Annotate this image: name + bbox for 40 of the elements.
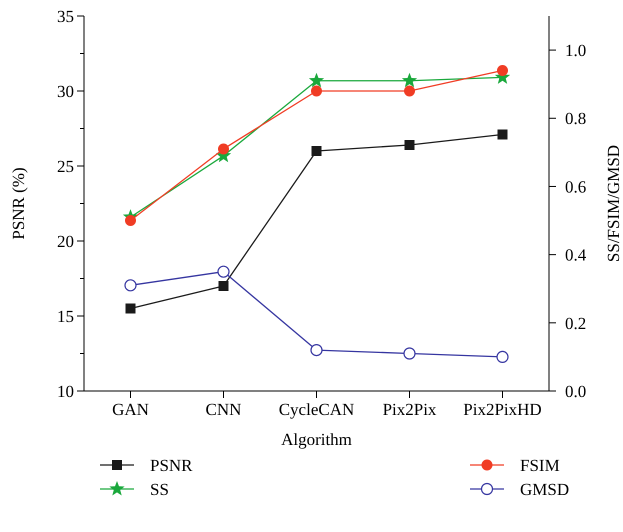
y-tick-label: 10 (57, 382, 74, 401)
x-tick-label: GAN (112, 400, 149, 419)
point (218, 281, 228, 291)
point (404, 140, 414, 150)
point (497, 65, 508, 76)
point (498, 130, 508, 140)
y2-tick-label: 0.2 (565, 314, 586, 333)
legend-label: FSIM (520, 456, 560, 475)
x-tick-label: Pix2Pix (382, 400, 437, 419)
x-tick-label: Pix2PixHD (463, 400, 542, 419)
y-tick-label: 20 (57, 232, 74, 251)
point (217, 266, 230, 278)
point (310, 344, 323, 356)
y2-tick-label: 1.0 (565, 41, 586, 60)
y-tick-label: 30 (57, 82, 74, 101)
point (496, 350, 509, 364)
y2-tick-label: 0.6 (565, 177, 586, 196)
legend-label: SS (150, 480, 169, 499)
legend-label: PSNR (150, 456, 194, 475)
y2-axis-title: SS/FSIM/GMSD (604, 144, 623, 262)
y2-tick-label: 0.0 (565, 382, 586, 401)
point (403, 347, 416, 360)
y2-tick-label: 0.8 (565, 109, 586, 128)
legend-label: GMSD (520, 480, 570, 499)
y-tick-label: 15 (57, 306, 74, 326)
point (218, 143, 229, 154)
point (126, 304, 136, 314)
y-tick-label: 35 (57, 6, 74, 26)
point (404, 86, 415, 96)
y2-tick-label: 0.4 (565, 246, 587, 265)
point (311, 86, 322, 96)
point (124, 279, 137, 292)
point (308, 72, 324, 88)
y-axis-title: PSNR (%) (9, 167, 28, 240)
x-tick-label: CycleCAN (278, 400, 354, 419)
point (312, 146, 322, 156)
point (402, 72, 418, 88)
y-tick-label: 25 (57, 156, 74, 176)
x-tick-label: CNN (206, 400, 242, 419)
x-axis-title: Algorithm (281, 430, 352, 449)
